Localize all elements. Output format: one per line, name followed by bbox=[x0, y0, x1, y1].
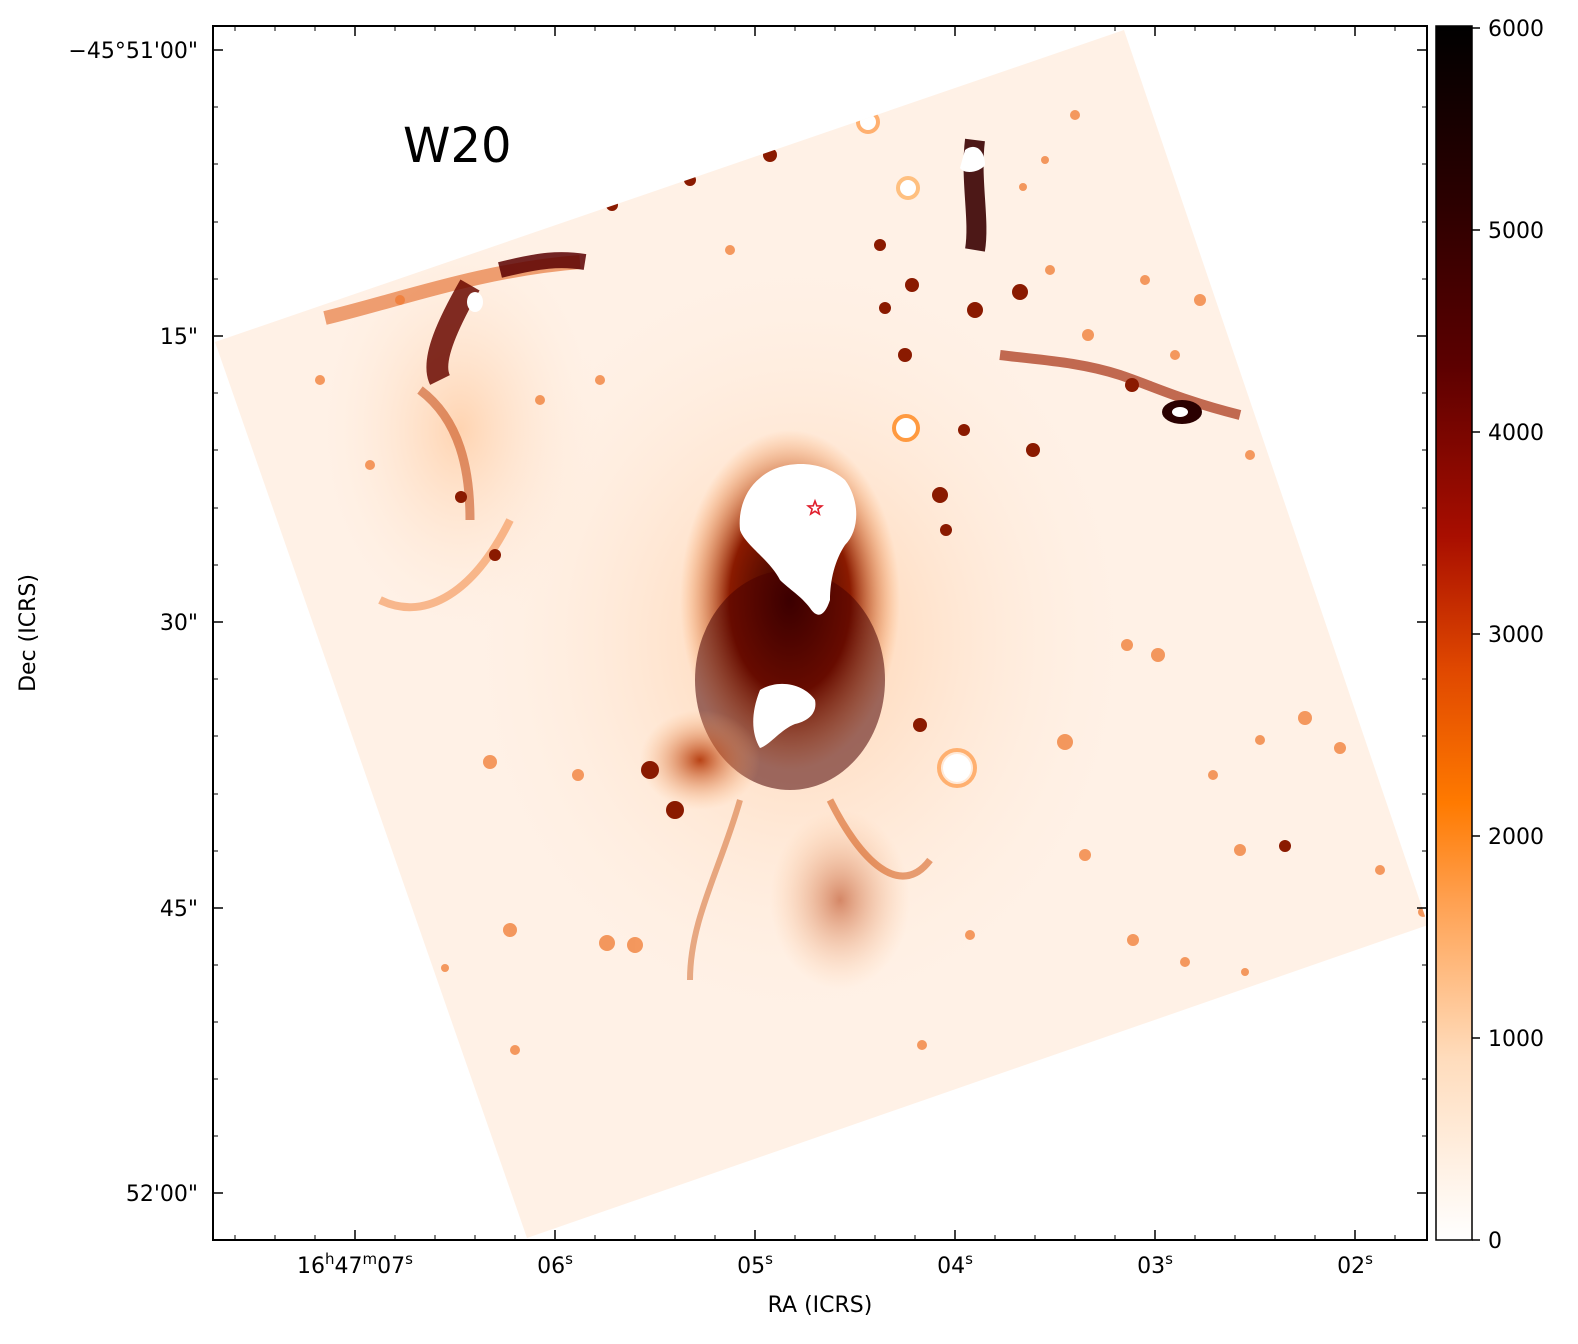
x-tick-label: 05s bbox=[737, 1250, 773, 1279]
y-minor-ticks bbox=[213, 106, 1427, 1137]
panel-label: W20 bbox=[403, 118, 512, 174]
colorbar-tick-label: 4000 bbox=[1488, 421, 1544, 446]
x-ticks bbox=[354, 26, 1356, 1240]
y-ticks bbox=[213, 49, 1427, 1194]
colorbar bbox=[1435, 25, 1473, 1241]
x-tick-label: 06s bbox=[537, 1250, 573, 1279]
x-tick-label: 16h47m07s bbox=[297, 1250, 413, 1279]
x-tick-label: 04s bbox=[937, 1250, 973, 1279]
plot-frame bbox=[212, 25, 1428, 1241]
x-tick-label: 02s bbox=[1337, 1250, 1373, 1279]
x-axis-label: RA (ICRS) bbox=[768, 1293, 873, 1318]
x-tick-label: 03s bbox=[1137, 1250, 1173, 1279]
colorbar-tick-label: 5000 bbox=[1488, 219, 1544, 244]
colorbar-ticks bbox=[1472, 27, 1480, 1241]
y-axis-label: Dec (ICRS) bbox=[16, 574, 41, 692]
source-star-marker bbox=[806, 498, 824, 516]
x-minor-ticks bbox=[234, 26, 1396, 1240]
y-tick-label: 45" bbox=[160, 897, 198, 922]
colorbar-tick-label: 1000 bbox=[1488, 1027, 1544, 1052]
sky-image bbox=[215, 30, 1427, 1238]
colorbar-tick-label: 0 bbox=[1488, 1229, 1502, 1254]
colorbar-tick-label: 3000 bbox=[1488, 623, 1544, 648]
y-tick-label: 52'00" bbox=[126, 1182, 198, 1207]
colorbar-tick-label: 2000 bbox=[1488, 825, 1544, 850]
y-tick-label: 15" bbox=[160, 325, 198, 350]
y-tick-label: −45°51'00" bbox=[68, 39, 198, 64]
colorbar-tick-label: 6000 bbox=[1488, 17, 1544, 42]
y-tick-label: 30" bbox=[160, 611, 198, 636]
